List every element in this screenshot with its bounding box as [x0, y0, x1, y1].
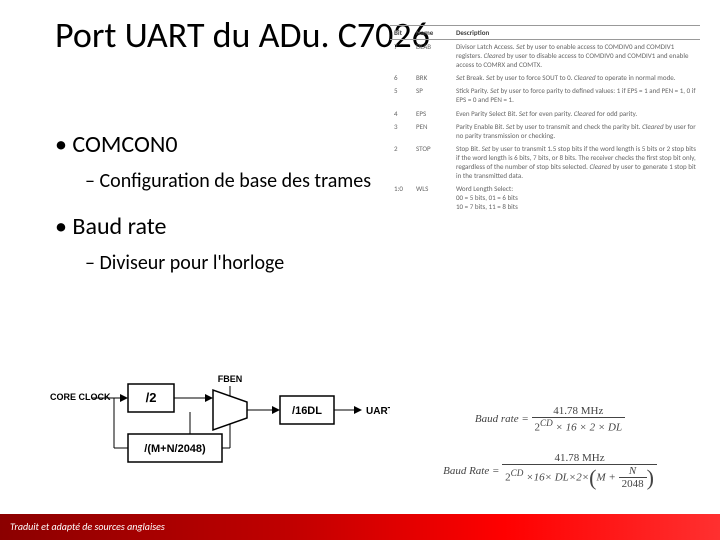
cell-desc: Stick Parity. Set by user to force parit…	[452, 84, 700, 106]
footer-text: Traduit et adapté de sources anglaises	[0, 514, 720, 539]
cell-bit: 5	[390, 84, 412, 106]
bullet-divider: Diviseur pour l'horloge	[85, 251, 385, 276]
cell-name: DLAB	[412, 40, 452, 72]
table-row: 1:0WLSWord Length Select:00 = 5 bits, 01…	[390, 182, 700, 213]
cell-name: STOP	[412, 142, 452, 182]
table-row: 2STOPStop Bit. Set by user to transmit 1…	[390, 142, 700, 182]
table-row: 7DLABDivisor Latch Access. Set by user t…	[390, 40, 700, 72]
cell-name: SP	[412, 84, 452, 106]
table-row: 6BRKSet Break. Set by user to force SOUT…	[390, 71, 700, 84]
bullet-comcon0: COMCON0	[55, 130, 385, 159]
cell-name: EPS	[412, 107, 452, 120]
formula-2: Baud Rate = 41.78 MHz 2CD ×16× DL×2×(M +…	[400, 452, 700, 491]
cell-desc: Set Break. Set by user to force SOUT to …	[452, 71, 700, 84]
page-title: Port UART du ADu. C7026	[55, 15, 430, 56]
cell-desc: Parity Enable Bit. Set by user to transm…	[452, 120, 700, 142]
cell-name: WLS	[412, 182, 452, 213]
cell-bit: 1:0	[390, 182, 412, 213]
slide: Port UART du ADu. C7026 COMCON0 Configur…	[0, 0, 720, 540]
content-left: COMCON0 Configuration de base des trames…	[55, 130, 385, 294]
clock-circuit-diagram: CORE CLOCK /2 FBEN /(M+N/2048) /16DL UAR…	[50, 370, 390, 480]
bullet-baud: Baud rate	[55, 212, 385, 241]
fben-label: FBEN	[218, 374, 243, 384]
table-header-row: Bit Name Description	[390, 26, 700, 40]
cell-name: BRK	[412, 71, 452, 84]
th-bit: Bit	[390, 26, 412, 40]
cell-desc: Stop Bit. Set by user to transmit 1.5 st…	[452, 142, 700, 182]
div16dl-label: /16DL	[292, 405, 322, 417]
register-table: Bit Name Description 7DLABDivisor Latch …	[390, 25, 700, 214]
cell-desc: Even Parity Select Bit. Set for even par…	[452, 107, 700, 120]
footer-bar: Traduit et adapté de sources anglaises	[0, 514, 720, 540]
bullet-config: Configuration de base des trames	[85, 169, 385, 194]
formula-1: Baud rate = 41.78 MHz 2CD × 16 × 2 × DL	[400, 405, 700, 434]
table-row: 4EPSEven Parity Select Bit. Set for even…	[390, 107, 700, 120]
divmn-label: /(M+N/2048)	[144, 443, 206, 455]
cell-bit: 3	[390, 120, 412, 142]
uart-label: UART	[366, 406, 390, 417]
cell-name: PEN	[412, 120, 452, 142]
table-row: 5SPStick Parity. Set by user to force pa…	[390, 84, 700, 106]
formulas: Baud rate = 41.78 MHz 2CD × 16 × 2 × DL …	[400, 405, 700, 509]
cell-desc: Divisor Latch Access. Set by user to ena…	[452, 40, 700, 72]
cell-bit: 4	[390, 107, 412, 120]
table-row: 3PENParity Enable Bit. Set by user to tr…	[390, 120, 700, 142]
div2-label: /2	[146, 390, 157, 405]
th-name: Name	[412, 26, 452, 40]
cell-bit: 6	[390, 71, 412, 84]
th-desc: Description	[452, 26, 700, 40]
cell-bit: 7	[390, 40, 412, 72]
cell-bit: 2	[390, 142, 412, 182]
core-clock-label: CORE CLOCK	[50, 392, 111, 402]
cell-desc: Word Length Select:00 = 5 bits, 01 = 6 b…	[452, 182, 700, 213]
